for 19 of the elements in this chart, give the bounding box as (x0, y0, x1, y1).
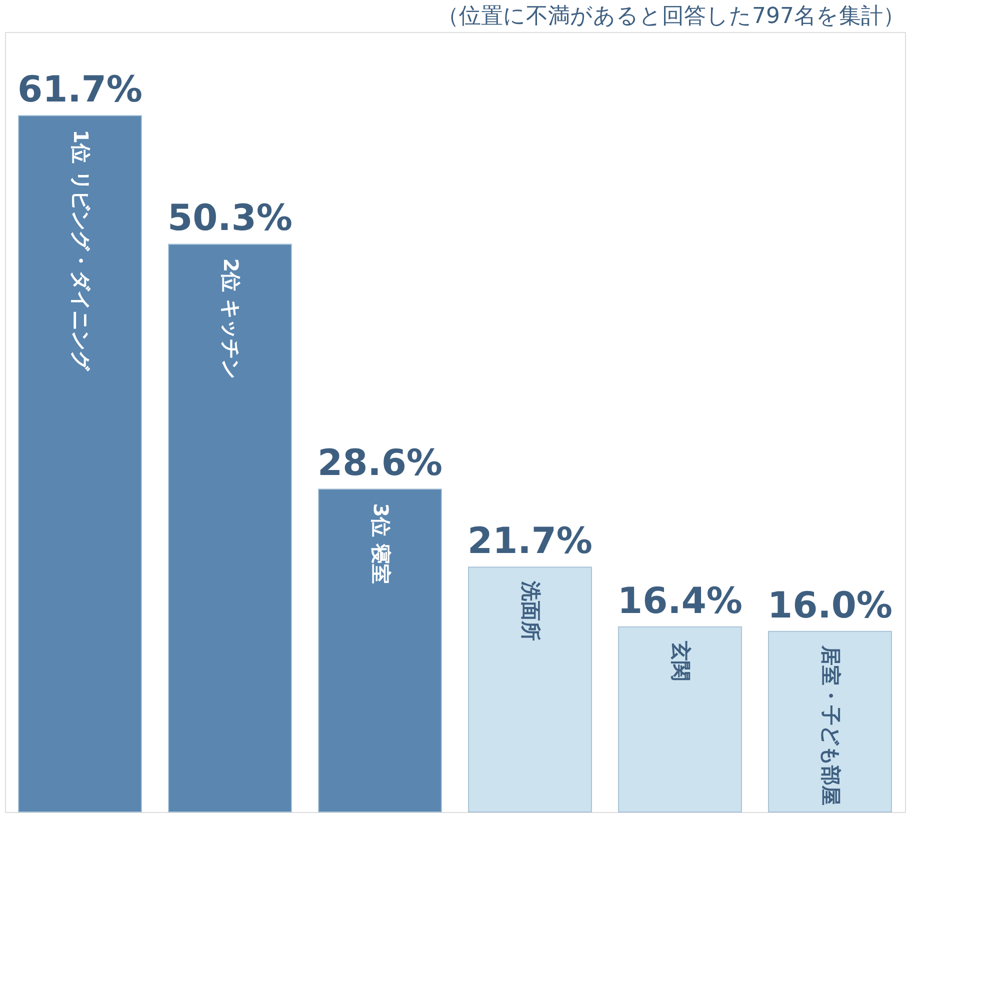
x-tick-label: 2位 キッチン (219, 258, 243, 380)
x-tick-label: 玄関 (669, 640, 693, 681)
x-tick-label: 洗面所 (519, 580, 543, 642)
data-label: 16.0% (768, 585, 892, 626)
x-tick-label: 3位 寝室 (369, 503, 393, 584)
text: （位置に不満があると回答した797名を集計） (437, 4, 905, 29)
data-label: 50.3% (168, 198, 292, 240)
x-tick-label: 1位 リビング・ダイニング (69, 130, 93, 372)
bar (768, 630, 892, 812)
bar (318, 488, 442, 812)
data-label: 21.7% (468, 521, 592, 562)
bar (18, 115, 142, 812)
data-label: 28.6% (318, 443, 442, 484)
bar (618, 626, 742, 812)
data-label: 16.4% (618, 580, 742, 622)
x-tick-label: 居室・子ども部屋 (819, 644, 843, 806)
data-label: 61.7% (18, 70, 142, 111)
bar (468, 566, 592, 812)
bar (168, 244, 292, 812)
